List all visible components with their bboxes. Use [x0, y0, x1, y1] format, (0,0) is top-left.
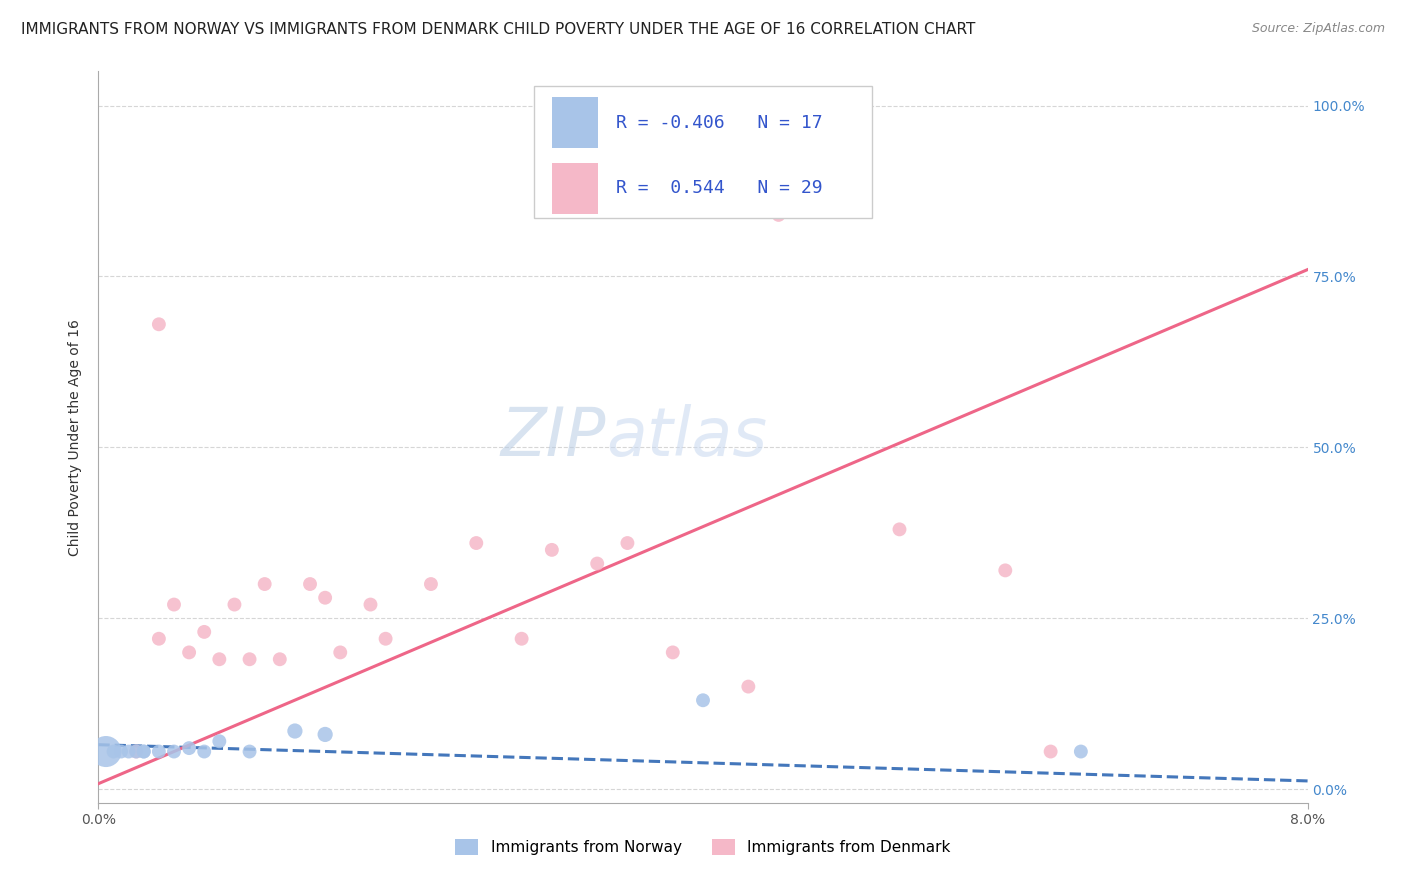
Point	[179, 645, 201, 659]
Point	[125, 745, 148, 759]
Point	[148, 745, 170, 759]
Text: IMMIGRANTS FROM NORWAY VS IMMIGRANTS FROM DENMARK CHILD POVERTY UNDER THE AGE OF: IMMIGRANTS FROM NORWAY VS IMMIGRANTS FRO…	[21, 22, 976, 37]
FancyBboxPatch shape	[534, 86, 872, 218]
Point	[374, 632, 396, 646]
Point	[132, 745, 155, 759]
Point	[132, 745, 155, 759]
Point	[103, 745, 125, 759]
Point	[208, 652, 231, 666]
Point	[510, 632, 533, 646]
Point	[329, 645, 352, 659]
Point	[269, 652, 291, 666]
Text: ZIP: ZIP	[501, 404, 606, 470]
Point	[540, 542, 562, 557]
Text: R = -0.406   N = 17: R = -0.406 N = 17	[616, 113, 823, 131]
Point	[239, 652, 262, 666]
Point	[110, 745, 132, 759]
Point	[299, 577, 322, 591]
Point	[163, 598, 186, 612]
Point	[737, 680, 759, 694]
Point	[768, 208, 790, 222]
Legend: Immigrants from Norway, Immigrants from Denmark: Immigrants from Norway, Immigrants from …	[450, 833, 956, 861]
Point	[125, 745, 148, 759]
Point	[661, 645, 683, 659]
Point	[118, 745, 141, 759]
FancyBboxPatch shape	[551, 97, 598, 148]
Point	[889, 522, 911, 536]
Point	[314, 727, 336, 741]
Point	[208, 734, 231, 748]
Point	[586, 557, 609, 571]
Point	[193, 745, 215, 759]
Point	[253, 577, 276, 591]
Point	[1039, 745, 1062, 759]
Text: atlas: atlas	[606, 404, 768, 470]
Point	[148, 318, 170, 332]
Point	[692, 693, 714, 707]
Point	[284, 724, 307, 739]
FancyBboxPatch shape	[551, 163, 598, 214]
Point	[616, 536, 638, 550]
Point	[994, 563, 1017, 577]
Point	[813, 160, 835, 174]
Y-axis label: Child Poverty Under the Age of 16: Child Poverty Under the Age of 16	[69, 318, 83, 556]
Text: R =  0.544   N = 29: R = 0.544 N = 29	[616, 179, 823, 197]
Point	[239, 745, 262, 759]
Text: Source: ZipAtlas.com: Source: ZipAtlas.com	[1251, 22, 1385, 36]
Point	[465, 536, 488, 550]
Point	[224, 598, 246, 612]
Point	[1070, 745, 1092, 759]
Point	[94, 745, 117, 759]
Point	[360, 598, 382, 612]
Point	[163, 745, 186, 759]
Point	[179, 741, 201, 756]
Point	[193, 624, 215, 639]
Point	[314, 591, 336, 605]
Point	[148, 632, 170, 646]
Point	[420, 577, 443, 591]
